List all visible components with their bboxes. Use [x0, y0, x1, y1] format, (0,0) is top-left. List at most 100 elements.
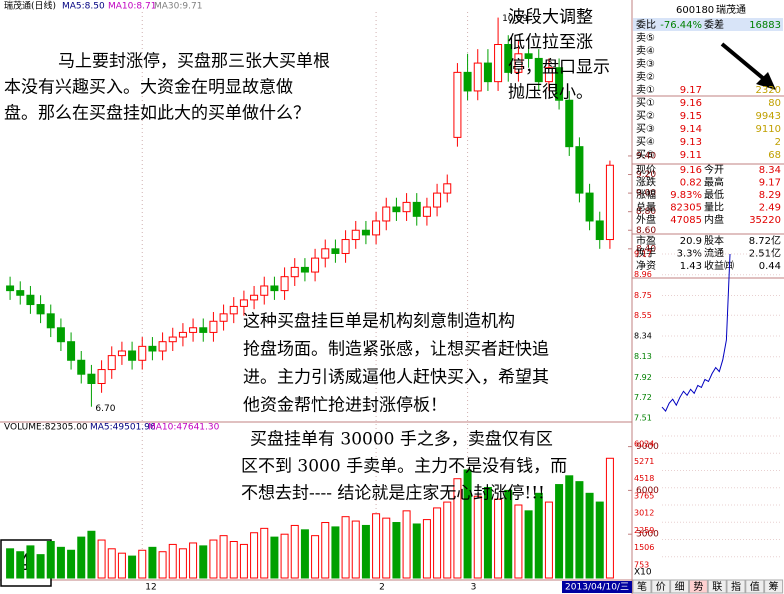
panel-value: 9.83% — [670, 190, 702, 201]
volume-bar — [189, 542, 198, 579]
volume-bar — [260, 527, 269, 579]
volume-bar — [209, 539, 218, 579]
y-tick-label: 5271 — [634, 457, 654, 466]
order-label: 买④ — [636, 136, 655, 148]
candle-body — [117, 350, 126, 357]
tab[interactable] — [670, 579, 690, 594]
tab[interactable] — [707, 579, 727, 594]
volume-bar — [555, 484, 564, 579]
candle-body — [26, 294, 35, 306]
volume-bar — [483, 486, 492, 579]
candle-body — [260, 285, 269, 296]
candle-body — [280, 276, 289, 292]
volume-bar — [504, 489, 513, 579]
order-price: 9.15 — [680, 111, 702, 122]
order-label: 卖③ — [636, 58, 655, 70]
panel-value: 2.51亿 — [749, 247, 781, 260]
tab[interactable] — [764, 579, 784, 594]
y-tick-label: 753 — [634, 560, 649, 569]
candle-body — [219, 313, 228, 322]
tab-label[interactable]: 势 — [693, 580, 703, 593]
candle-body — [351, 229, 360, 241]
panel-label: 涨幅 — [636, 188, 656, 201]
y-tick-label: 8.40 — [636, 244, 656, 254]
order-label: 卖④ — [636, 45, 655, 57]
order-volume: 68 — [768, 150, 781, 161]
candle-body — [453, 71, 462, 138]
annotation-line: 盘。那么在买盘挂如此大的买单做什么？ — [4, 104, 310, 124]
candle-body — [290, 266, 299, 278]
tab-label[interactable]: 价 — [656, 581, 666, 593]
y-tick-label: 8.55 — [634, 311, 652, 320]
tab-label[interactable]: 联 — [712, 581, 722, 593]
x-tick-label: 12 — [145, 583, 156, 593]
volume-bar — [575, 481, 584, 579]
order-volume: 9943 — [756, 111, 781, 122]
tab[interactable] — [688, 579, 708, 594]
annotation-line: 抛压很小。 — [508, 83, 593, 103]
volume-bar — [46, 541, 55, 579]
volume-bar — [290, 524, 299, 579]
panel-label: 换手 — [636, 247, 656, 260]
tab[interactable] — [726, 579, 746, 594]
volume-bar — [148, 546, 157, 579]
panel-label: 量比 — [704, 202, 724, 214]
order-volume: 2320 — [756, 85, 781, 96]
volume-bar — [158, 551, 167, 579]
candle-body — [361, 229, 370, 236]
annotation-line: 低位拉至涨 — [508, 33, 593, 53]
volume-bar — [77, 536, 86, 579]
volume-unit: X10 — [634, 568, 652, 578]
candle-body — [555, 67, 564, 101]
tab-label[interactable]: 值 — [750, 580, 760, 593]
y-tick-label: 3012 — [634, 509, 654, 518]
tab-label[interactable]: 指 — [731, 580, 741, 593]
order-label: 买① — [636, 97, 655, 109]
order-label: 买⑤ — [636, 149, 655, 161]
x-tick-label: 2 — [379, 583, 385, 593]
panel-label: 收益㈣ — [704, 259, 734, 272]
candle-body — [504, 44, 513, 73]
legend-entry: MA30:9.71 — [154, 2, 202, 12]
candle-body — [463, 71, 472, 92]
panel-label: 今开 — [704, 163, 724, 176]
candle-body — [128, 350, 137, 361]
candle-body — [331, 248, 340, 254]
annotation-line: 进。主力引诱威逼他人赶快买入，希望其 — [243, 368, 549, 388]
volume-bar — [280, 533, 289, 579]
y-tick-label: 1506 — [634, 543, 654, 552]
legend-entry: MA10:8.71 — [108, 2, 156, 12]
volume-bar — [178, 548, 187, 579]
y-tick-label: 9.20 — [636, 170, 656, 180]
tab[interactable] — [632, 579, 652, 594]
annotation-line: 这种买盘挂巨单是机构刻意制造机构 — [243, 312, 515, 332]
tab-label[interactable]: 细 — [675, 580, 685, 593]
volume-bar — [433, 507, 442, 579]
candle-body — [158, 341, 167, 352]
panel-label: 流通 — [704, 247, 724, 260]
annotation-line: 区不到 3000 手卖单。主力不是没有钱，而 — [241, 457, 567, 477]
volume-bar — [382, 517, 391, 579]
tab-label[interactable]: 筹 — [769, 580, 779, 593]
volume-bar — [270, 536, 279, 579]
candle-body — [148, 345, 157, 352]
order-label: 卖⑤ — [636, 32, 655, 44]
candle-body — [270, 285, 279, 292]
annotation-line: 马上要封涨停，买盘那三张大买单根 — [58, 52, 330, 72]
tab[interactable] — [745, 579, 765, 594]
tab-label[interactable]: 笔 — [637, 580, 647, 593]
candle-body — [524, 53, 533, 59]
tab[interactable] — [651, 579, 671, 594]
panel-value: 8.29 — [759, 190, 781, 201]
order-label: 买③ — [636, 123, 655, 135]
order-volume: 9110 — [756, 124, 781, 135]
volume-bar — [351, 520, 360, 579]
y-tick-label: 8.96 — [634, 270, 652, 279]
volume-bar — [585, 492, 594, 579]
volume-bar — [16, 551, 25, 579]
order-price: 9.11 — [680, 150, 702, 161]
candle-body — [412, 201, 421, 217]
panel-value: 8.34 — [759, 165, 781, 176]
volume-legend: MA5:49501.96 — [90, 423, 156, 433]
order-price: 9.17 — [680, 85, 702, 96]
